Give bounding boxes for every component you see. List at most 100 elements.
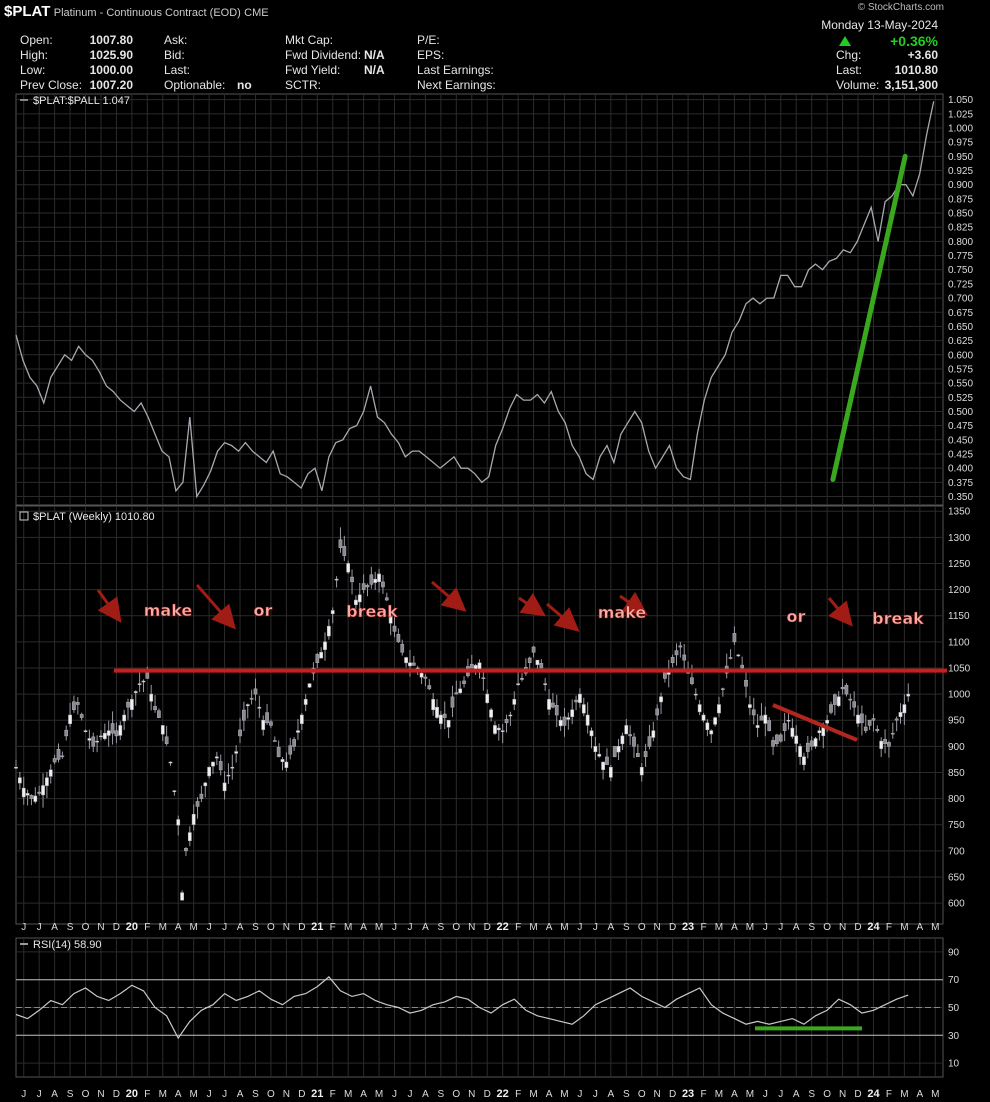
x-tick-label: F	[886, 1089, 892, 1100]
statsM3-label: P/E:	[417, 33, 440, 47]
y-tick-label: 950	[948, 716, 965, 727]
price-bar	[288, 745, 293, 755]
price-bar	[199, 793, 204, 799]
price-bar	[485, 693, 490, 703]
x-tick-label: S	[623, 922, 630, 933]
price-bar	[840, 686, 845, 690]
price-bar	[794, 735, 799, 744]
x-tick-label: J	[593, 1089, 598, 1100]
price-bar	[276, 746, 281, 758]
x-tick-label: S	[808, 922, 815, 933]
x-tick-label: M	[529, 922, 537, 933]
x-tick-label: O	[82, 922, 90, 933]
price-bar	[512, 699, 517, 705]
statsM3-label: EPS:	[417, 48, 445, 62]
x-tick-label: S	[67, 922, 74, 933]
x-tick-label: D	[298, 1089, 305, 1100]
price-bar	[462, 680, 466, 684]
y-tick-label: 10	[948, 1059, 960, 1070]
x-tick-label: N	[283, 1089, 290, 1100]
price-bar	[427, 685, 432, 690]
price-bar	[581, 704, 586, 714]
price-bar	[852, 701, 857, 708]
x-tick-label: 20	[126, 921, 138, 933]
statsM3-label: Last Earnings:	[417, 63, 494, 77]
x-tick-label: J	[778, 1089, 783, 1100]
price-bar	[458, 688, 463, 694]
price-bar	[856, 714, 860, 724]
statsM2-label: Fwd Dividend:	[285, 48, 362, 62]
price-bar	[782, 723, 787, 731]
price-bar	[616, 746, 621, 753]
price-bar	[299, 714, 304, 724]
x-tick-label: D	[113, 922, 120, 933]
price-bar	[334, 578, 339, 581]
price-bar	[29, 795, 34, 799]
price-bar	[520, 678, 524, 680]
x-tick-label: A	[546, 922, 553, 933]
price-bar	[230, 767, 235, 769]
price-bar	[419, 672, 424, 678]
price-bar	[605, 756, 609, 765]
y-tick-label: 1000	[948, 690, 971, 701]
price-bar	[330, 610, 335, 614]
annotation-arrow	[195, 584, 236, 630]
x-tick-label: O	[823, 1089, 831, 1100]
x-tick-label: 22	[497, 1088, 509, 1100]
price-bar	[99, 735, 103, 738]
x-tick-label: S	[623, 1089, 630, 1100]
price-bar	[547, 699, 551, 710]
price-bar	[543, 683, 548, 685]
x-tick-label: J	[593, 922, 598, 933]
price-bar	[91, 736, 96, 747]
panel-2-legend: $PLAT (Weekly) 1010.80	[33, 511, 155, 523]
y-tick-label: 0.450	[948, 435, 973, 446]
price-bar	[682, 654, 687, 661]
x-tick-label: A	[51, 1089, 58, 1100]
price-bar	[898, 712, 903, 717]
header: $PLAT Platinum - Continuous Contract (EO…	[0, 0, 990, 95]
price-bar	[825, 719, 829, 724]
x-tick-label: F	[700, 1089, 706, 1100]
price-bar	[110, 723, 115, 734]
price-bar	[636, 753, 640, 758]
x-tick-label: J	[207, 922, 212, 933]
y-tick-label: 50	[948, 1003, 960, 1014]
price-bar	[883, 739, 887, 744]
x-tick-label: O	[267, 922, 275, 933]
price-bar	[400, 643, 405, 653]
x-tick-label: 22	[497, 921, 509, 933]
price-bar	[41, 785, 45, 796]
price-bar	[68, 714, 72, 725]
price-bar	[655, 708, 660, 716]
x-tick-label: M	[900, 922, 908, 933]
x-tick-label: N	[839, 922, 846, 933]
x-tick-label: J	[222, 922, 227, 933]
y-tick-label: 0.775	[948, 251, 973, 262]
price-bar	[253, 688, 258, 695]
price-bar	[327, 625, 331, 637]
x-tick-label: S	[252, 922, 259, 933]
y-tick-label: 1100	[948, 637, 970, 648]
x-tick-label: A	[793, 922, 800, 933]
annotation-or: or	[254, 601, 273, 620]
x-tick-label: M	[931, 1089, 939, 1100]
stats-right-value: 1010.80	[894, 63, 938, 77]
statsM3-label: Next Earnings:	[417, 78, 496, 92]
statsM1-value: no	[237, 78, 252, 92]
price-bar	[887, 742, 891, 747]
x-tick-label: S	[252, 1089, 259, 1100]
x-tick-label: S	[438, 922, 445, 933]
symbol: $PLAT	[4, 3, 51, 20]
price-bar	[809, 740, 814, 747]
price-bar	[612, 746, 617, 758]
y-tick-label: 0.550	[948, 379, 973, 390]
price-bar	[759, 715, 764, 721]
x-tick-label: M	[560, 922, 568, 933]
price-bar	[396, 633, 401, 643]
y-tick-label: 0.675	[948, 308, 973, 319]
price-bar	[164, 736, 169, 744]
price-bar	[323, 641, 327, 650]
statsM1-label: Ask:	[164, 33, 188, 47]
